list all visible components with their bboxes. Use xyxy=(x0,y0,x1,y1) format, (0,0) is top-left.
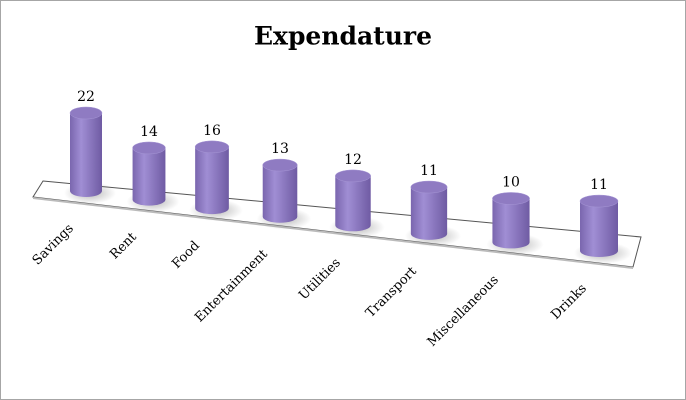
chart-title: Expendature xyxy=(254,22,432,51)
bar xyxy=(335,175,371,232)
x-tick-label: Entertainment xyxy=(192,246,271,325)
x-tick-label: Food xyxy=(169,238,202,271)
bar-top xyxy=(262,158,298,172)
value-label: 11 xyxy=(420,163,438,179)
value-label: 10 xyxy=(502,174,520,190)
value-label: 12 xyxy=(344,152,362,168)
bar xyxy=(580,201,618,257)
bar xyxy=(410,187,448,240)
x-tick-label: Transport xyxy=(363,264,420,321)
x-tick-label: Miscellaneous xyxy=(425,273,502,350)
bar-top xyxy=(492,192,530,205)
x-tick-label: Utilities xyxy=(296,256,344,304)
bar xyxy=(70,113,102,197)
bar-top xyxy=(335,169,371,183)
x-tick-label: Rent xyxy=(107,229,140,262)
floor-edge xyxy=(33,197,633,269)
bar xyxy=(195,146,229,215)
bar-top xyxy=(194,140,230,154)
x-tick-label: Drinks xyxy=(548,281,590,323)
bar-top xyxy=(410,180,448,194)
bar-top xyxy=(579,194,619,208)
value-label: 14 xyxy=(140,124,158,140)
bar-top xyxy=(132,141,166,155)
value-label: 13 xyxy=(271,141,289,157)
bar xyxy=(132,147,166,206)
bar xyxy=(262,165,298,223)
bar-top xyxy=(69,106,103,120)
x-tick-label: Savings xyxy=(30,221,77,268)
value-label: 22 xyxy=(77,89,95,105)
value-label: 16 xyxy=(203,123,221,139)
value-label: 11 xyxy=(590,177,608,193)
bar xyxy=(492,198,530,249)
